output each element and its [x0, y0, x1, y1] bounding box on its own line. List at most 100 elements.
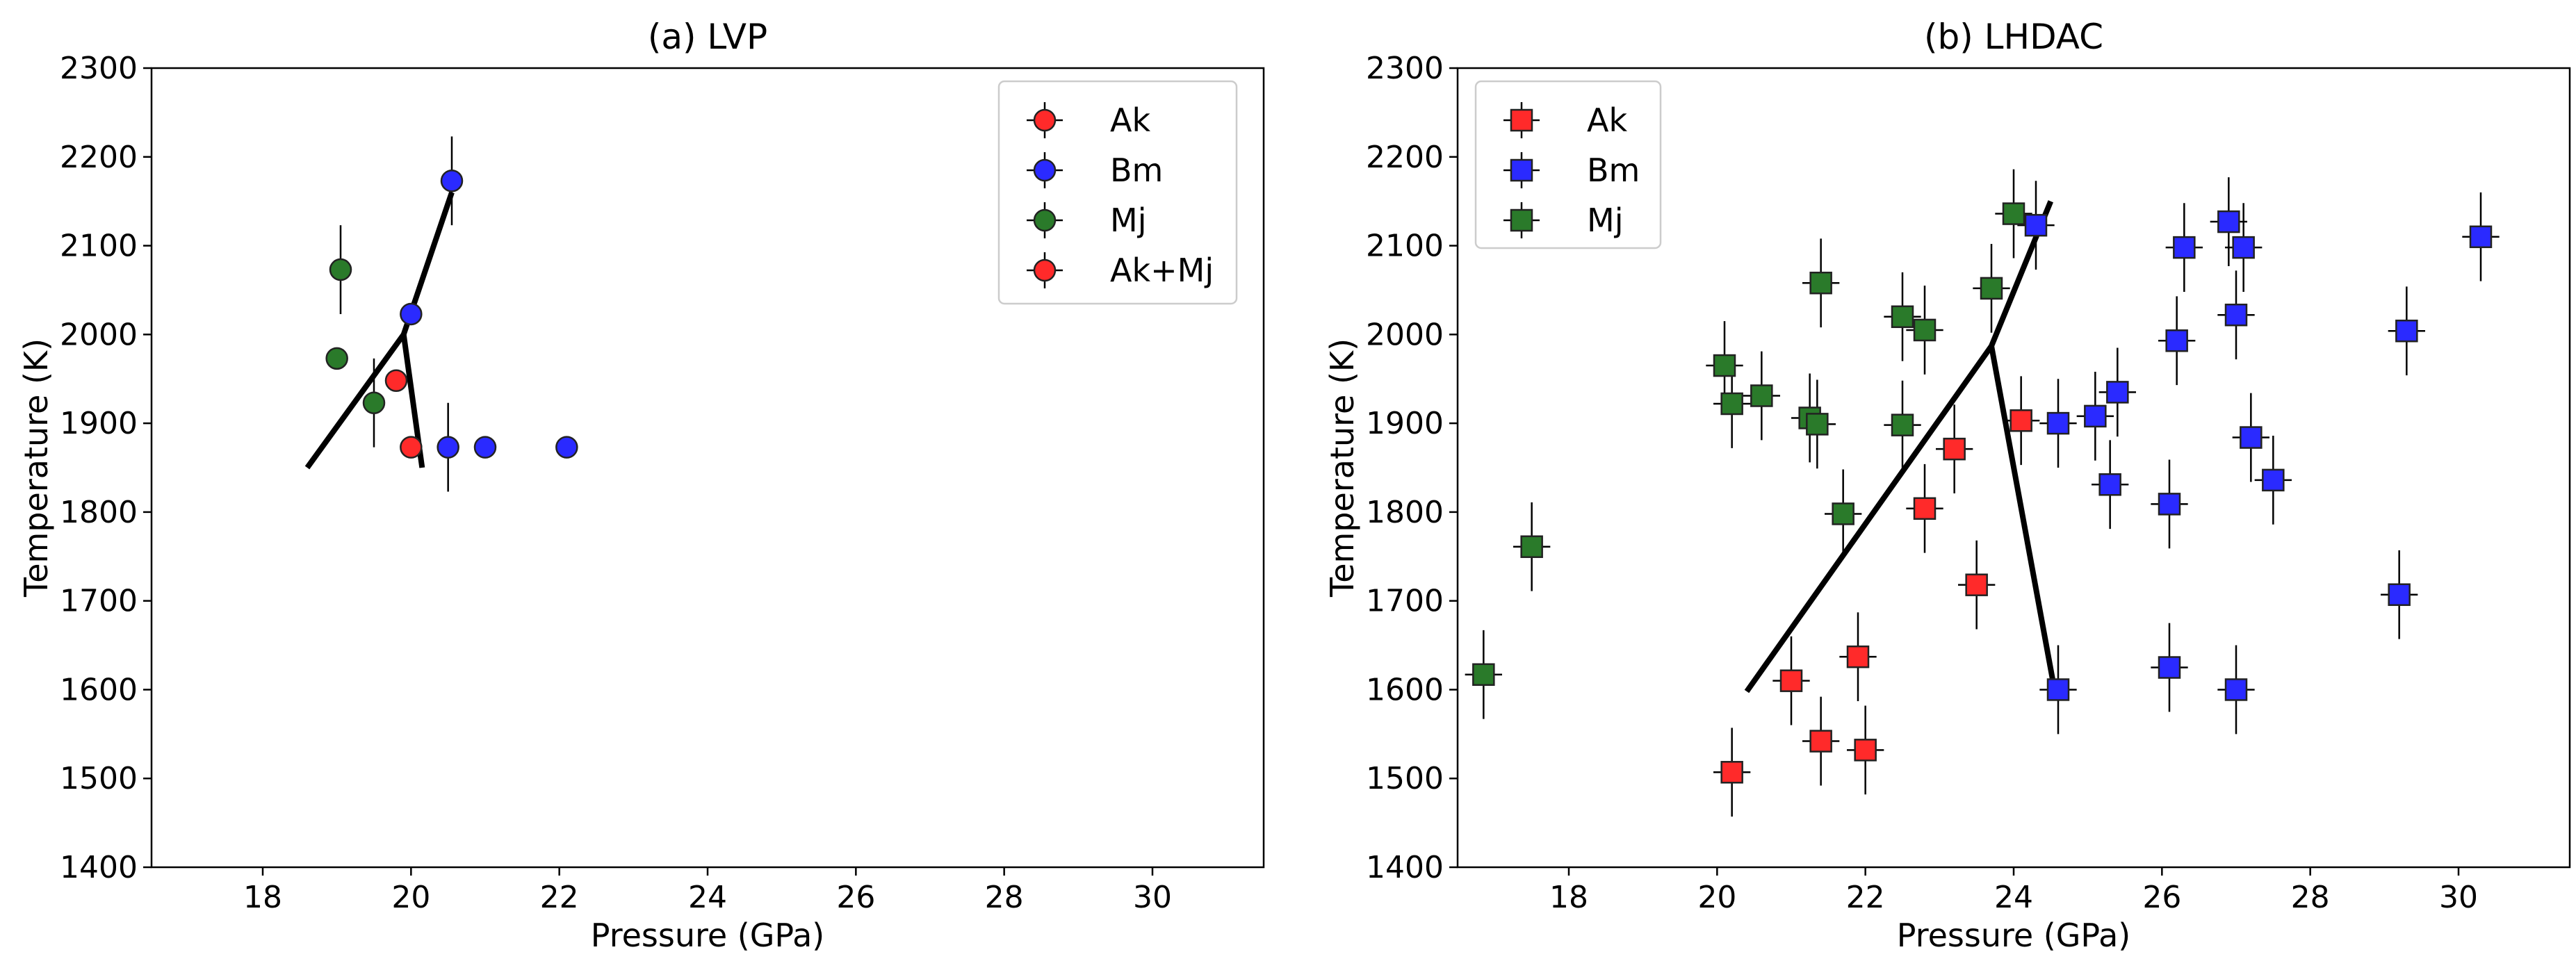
y-tick-label: 1700: [60, 584, 138, 619]
data-point-mj: [1720, 392, 1743, 416]
x-tick-label: 24: [688, 880, 727, 915]
data-point-bm: [2240, 426, 2263, 449]
data-point-mj: [1891, 305, 1914, 329]
legend-marker: [1510, 108, 1533, 132]
panel-lhdac: (b) LHDAC 18 20 22 24 26 28 30 1400 1500 1600 1700…: [1323, 17, 2571, 954]
data-point-mj: [1713, 354, 1736, 377]
data-point-bm: [2046, 678, 2070, 701]
data-point-ak: [1720, 761, 1743, 784]
legend-label: Mj: [1110, 202, 1146, 239]
data-point-bm: [2024, 213, 2048, 237]
data-point-ak: [1779, 669, 1803, 692]
panel-a-title: (a) LVP: [648, 17, 767, 57]
y-tick-label: 2300: [60, 51, 138, 86]
legend-label: Ak: [1110, 101, 1150, 139]
panel-a-plot-area: [304, 136, 578, 492]
y-tick-label: 2100: [60, 229, 138, 264]
legend-marker: [1033, 158, 1057, 182]
data-point-bm: [2395, 319, 2418, 343]
x-tick-label: 18: [1549, 880, 1588, 915]
data-point-mj: [329, 258, 352, 281]
data-point-ak: [400, 436, 423, 459]
data-point-bm: [2098, 473, 2121, 496]
legend-label: Bm: [1587, 151, 1640, 189]
y-tick-label: 1600: [1366, 672, 1444, 707]
data-point-bm: [440, 170, 464, 192]
data-point-mj: [1520, 535, 1543, 558]
legend-marker: [1510, 158, 1533, 182]
data-point-mj: [2002, 202, 2025, 225]
data-point-ak: [1846, 645, 1870, 668]
x-tick-label: 28: [985, 880, 1024, 915]
legend-marker: [1033, 208, 1057, 232]
y-tick-label: 2200: [60, 140, 138, 175]
panel-lvp: (a) LVP 18 20 22 24 26 28 30140015001600170018…: [17, 17, 1265, 954]
data-point-bm: [2084, 404, 2107, 428]
y-tick-label: 1700: [1366, 584, 1444, 619]
panel-a-legend: Ak Bm Mj Ak+Mj: [997, 80, 1238, 305]
x-tick-label: 26: [836, 880, 875, 915]
data-point-bm: [2262, 468, 2285, 492]
x-tick-label: 30: [2439, 880, 2478, 915]
panel-b-legend: Ak Bm Mj: [1474, 80, 1662, 249]
y-tick-label: 1900: [60, 406, 138, 441]
data-point-mj: [1750, 384, 1773, 407]
data-point-bm: [2224, 678, 2248, 701]
panel-a-x-axis-label: Pressure (GPa): [591, 917, 824, 954]
phase-boundary-line: [1989, 345, 2057, 691]
data-point-bm: [2217, 210, 2240, 233]
y-tick-label: 2000: [60, 317, 138, 352]
data-point-mj: [325, 347, 348, 370]
panel-a-ticks: 18 20 22 24 26 28 30 1400 1500 1600 1700 1800 1900 20…: [60, 51, 1172, 915]
legend-marker: [1033, 108, 1057, 132]
data-point-bm: [2224, 303, 2248, 327]
x-tick-label: 22: [1846, 880, 1885, 915]
data-point-bm: [400, 302, 423, 326]
x-tick-label: 20: [391, 880, 430, 915]
x-tick-label: 28: [2291, 880, 2330, 915]
data-point-ak: [1809, 730, 1832, 753]
data-point-mj: [1472, 663, 1495, 686]
data-point-mj: [1980, 277, 2003, 300]
panel-b-y-axis-label: Temperature (K): [1323, 338, 1361, 598]
data-point-bm: [473, 436, 497, 459]
data-point-bm: [2388, 583, 2411, 606]
y-tick-label: 1600: [60, 672, 138, 707]
data-point-bm: [2158, 656, 2181, 679]
data-point-ak: [384, 369, 408, 393]
data-point-bm: [437, 436, 459, 459]
legend-label: Mj: [1587, 202, 1623, 239]
y-tick-label: 1500: [1366, 761, 1444, 796]
y-tick-label: 1500: [60, 761, 138, 796]
y-tick-label: 1800: [1366, 495, 1444, 530]
panel-b-legend-entries: Ak Bm Mj: [1503, 101, 1640, 239]
panel-a-y-axis-label: Temperature (K): [17, 338, 55, 598]
legend-label: Ak+Mj: [1110, 252, 1214, 289]
y-tick-label: 2000: [1366, 317, 1444, 352]
x-tick-label: 20: [1697, 880, 1736, 915]
legend-label: Bm: [1110, 151, 1163, 189]
legend-marker: [1510, 208, 1533, 232]
phase-boundary-line: [1744, 200, 2054, 694]
legend-label: Ak: [1587, 101, 1627, 139]
data-point-bm: [555, 436, 578, 459]
panel-b-x-axis-label: Pressure (GPa): [1897, 917, 2130, 954]
data-point-ak: [1965, 573, 1988, 596]
x-tick-label: 24: [1994, 880, 2033, 915]
data-point-bm: [2158, 493, 2181, 516]
x-tick-label: 18: [243, 880, 282, 915]
y-tick-label: 2300: [1366, 51, 1444, 86]
y-tick-label: 2100: [1366, 229, 1444, 264]
panel-b-title: (b) LHDAC: [1924, 17, 2103, 57]
data-point-mj: [362, 391, 386, 414]
data-point-bm: [2106, 381, 2129, 404]
panel-a-legend-entries: Ak Bm Mj Ak+Mj: [1027, 101, 1214, 289]
y-tick-label: 2200: [1366, 140, 1444, 175]
data-point-mj: [1806, 413, 1829, 436]
panel-b-plot-area: [1465, 169, 2500, 817]
x-tick-label: 22: [540, 880, 579, 915]
data-point-mj: [1913, 318, 1937, 342]
panel-b-ticks: 18 20 22 24 26 28 30 1400 1500 1600 1700 1800 1900 20…: [1366, 51, 2478, 915]
data-point-ak: [1943, 437, 1966, 461]
